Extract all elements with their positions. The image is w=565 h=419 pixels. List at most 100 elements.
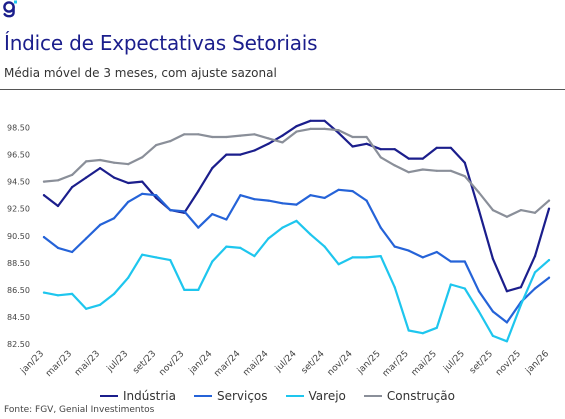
header-divider — [0, 89, 565, 90]
data-point — [141, 253, 144, 256]
data-point — [337, 188, 340, 191]
x-tick-label: set/23 — [131, 349, 158, 376]
data-point — [42, 291, 46, 294]
data-point — [71, 292, 74, 295]
data-point — [491, 310, 494, 313]
data-point — [42, 180, 46, 183]
data-point — [239, 194, 242, 197]
series-2 — [42, 219, 551, 343]
data-point — [421, 157, 424, 160]
data-point — [351, 190, 354, 193]
data-point — [155, 194, 158, 197]
data-point — [309, 233, 312, 236]
y-tick-label: 94.50 — [7, 178, 30, 187]
data-point — [281, 134, 284, 137]
x-tick-label: mai/23 — [73, 349, 102, 378]
y-axis: 82.50 84.50 86.50 88.50 90.50 92.50 94.50 96.50… — [7, 124, 30, 349]
data-point — [267, 199, 270, 202]
data-point — [533, 271, 537, 274]
data-point — [295, 203, 298, 206]
data-point — [56, 179, 60, 182]
x-tick-label: jan/26 — [523, 349, 551, 377]
data-point — [421, 332, 424, 335]
x-tick-label: jul/25 — [441, 349, 467, 375]
data-point — [435, 250, 438, 254]
data-point — [197, 288, 200, 291]
data-point — [505, 215, 508, 218]
y-tick-label: 98.50 — [7, 124, 30, 133]
data-point — [477, 310, 480, 313]
data-point — [141, 156, 144, 159]
data-point — [337, 263, 340, 266]
data-point — [225, 153, 228, 156]
data-point — [449, 146, 452, 149]
data-point — [435, 326, 438, 329]
data-point — [56, 246, 60, 249]
x-tick-label: jan/23 — [18, 349, 46, 377]
data-point — [323, 119, 326, 122]
data-point — [393, 245, 396, 248]
data-point — [309, 119, 312, 122]
data-point — [253, 149, 256, 152]
data-point — [435, 146, 438, 149]
data-point — [533, 211, 537, 214]
data-point — [85, 307, 88, 310]
x-tick-label: jul/23 — [105, 349, 131, 375]
data-point — [197, 190, 200, 193]
legend-label: Serviços — [216, 389, 268, 403]
data-point — [351, 135, 354, 139]
data-point — [99, 158, 102, 162]
data-point — [183, 288, 186, 291]
series-3 — [42, 127, 551, 218]
data-point — [449, 283, 452, 286]
data-point — [463, 161, 466, 164]
data-point — [379, 226, 382, 229]
data-point — [239, 246, 242, 249]
data-point — [56, 204, 60, 208]
y-tick-label: 96.50 — [7, 151, 30, 160]
data-point — [169, 209, 172, 212]
data-point — [197, 133, 200, 136]
series-layer — [42, 119, 551, 343]
data-point — [141, 192, 144, 195]
data-point — [365, 135, 368, 139]
data-point — [71, 173, 74, 176]
data-point — [253, 198, 256, 201]
data-point — [281, 226, 284, 229]
source-note: Fonte: FGV, Genial Investimentos — [4, 405, 155, 415]
data-point — [477, 209, 480, 212]
data-point — [393, 286, 396, 289]
data-point — [365, 256, 368, 259]
data-point — [379, 156, 382, 159]
data-point — [393, 148, 396, 151]
x-tick-label: jan/24 — [187, 349, 215, 377]
x-tick-label: nov/24 — [326, 349, 355, 378]
data-point — [183, 210, 186, 213]
data-point — [463, 287, 466, 290]
data-point — [71, 186, 74, 189]
data-point — [491, 257, 494, 260]
legend-item: Serviços — [193, 389, 268, 403]
data-point — [253, 255, 256, 258]
data-point — [323, 127, 326, 130]
legend-swatch — [363, 395, 382, 397]
legend-item: Indústria — [100, 389, 176, 403]
data-point — [477, 290, 480, 293]
data-point — [519, 209, 523, 212]
data-point — [337, 129, 340, 132]
data-point — [393, 164, 396, 167]
data-point — [533, 255, 537, 258]
legend-item: Varejo — [285, 389, 346, 403]
data-point — [463, 175, 466, 178]
data-point — [225, 218, 228, 221]
y-tick-label: 90.50 — [7, 232, 30, 241]
legend-label: Varejo — [308, 389, 346, 403]
brand-logo — [2, 0, 20, 18]
legend-item: Construção — [363, 389, 455, 403]
data-point — [295, 125, 298, 128]
data-point — [547, 259, 551, 262]
data-point — [379, 255, 382, 258]
data-point — [407, 171, 410, 174]
data-point — [407, 157, 410, 160]
